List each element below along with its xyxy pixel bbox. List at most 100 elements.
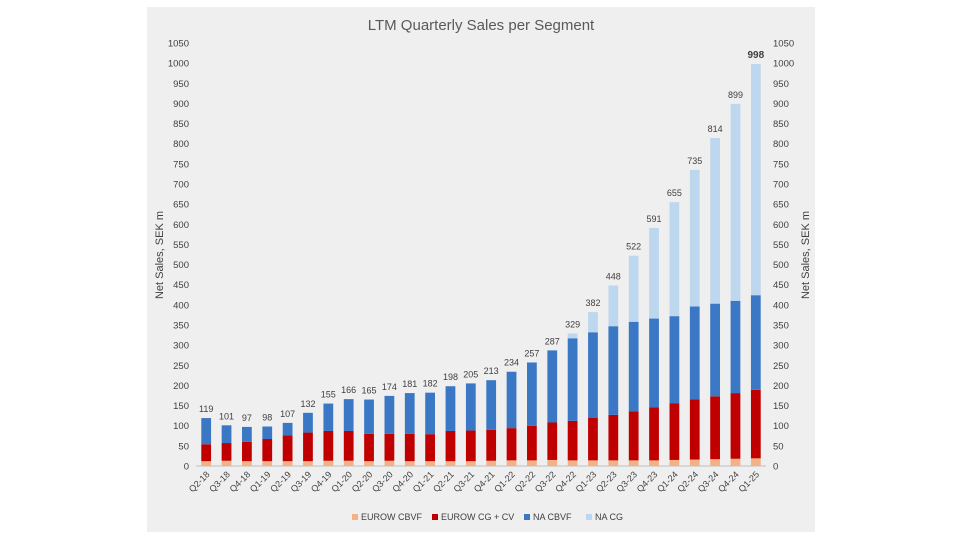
bar-segment-eurow-cbvf <box>628 460 639 466</box>
y-tick-label-right: 250 <box>773 361 789 372</box>
legend-label: EUROW CG + CV <box>441 512 514 522</box>
bar-segment-na-cbvf <box>547 350 558 423</box>
total-label: 119 <box>199 404 213 414</box>
bar-segment-eurow-cg-cv <box>750 389 761 459</box>
bar-segment-eurow-cbvf <box>608 460 619 466</box>
y-tick-label-left: 550 <box>173 240 189 251</box>
total-label: 522 <box>626 242 641 252</box>
bar-segment-eurow-cg-cv <box>404 433 415 462</box>
bar-segment-na-cbvf <box>750 295 761 390</box>
x-tick-label: Q4-19 <box>309 469 334 494</box>
y-tick-label-left: 850 <box>173 119 189 130</box>
bar-segment-na-cg <box>710 138 720 304</box>
x-tick-label: Q3-21 <box>451 469 476 494</box>
y-tick-label-right: 1050 <box>773 39 794 50</box>
bar-segment-eurow-cg-cv <box>343 430 354 461</box>
y-tick-label-right: 600 <box>773 220 789 231</box>
bar-segment-na-cg <box>588 312 598 333</box>
y-tick-label-right: 500 <box>773 260 789 271</box>
bar-segment-eurow-cg-cv <box>201 444 212 462</box>
bar-segment-eurow-cbvf <box>404 461 415 466</box>
total-label: 181 <box>402 379 417 389</box>
y-tick-label-right: 650 <box>773 200 789 211</box>
bar-segment-na-cbvf <box>384 395 395 434</box>
x-tick-label: Q2-24 <box>675 469 700 494</box>
total-label: 101 <box>219 411 234 421</box>
bar-segment-eurow-cg-cv <box>506 428 517 461</box>
y-tick-label-right: 300 <box>773 341 789 352</box>
y-axis-right: 0 50 100 150 200 250 300 350 400 450 500 550 600 650 7… <box>773 39 794 473</box>
bar-segment-na-cbvf <box>303 412 313 433</box>
y-tick-label-left: 150 <box>173 401 189 412</box>
bar-segment-eurow-cg-cv <box>282 435 293 462</box>
total-label: 166 <box>341 385 356 395</box>
total-label: 198 <box>443 372 458 382</box>
bar-segment-eurow-cg-cv <box>730 393 741 459</box>
bar-segment-eurow-cg-cv <box>649 407 659 461</box>
bar-segment-na-cg <box>750 63 761 296</box>
bar-segment-eurow-cg-cv <box>669 403 680 460</box>
bar-segment-eurow-cg-cv <box>221 443 232 461</box>
total-label: 165 <box>362 386 377 396</box>
x-tick-label: Q1-21 <box>411 469 436 494</box>
y-tick-label-right: 950 <box>773 79 789 90</box>
x-tick-label: Q3-19 <box>289 469 314 494</box>
bar-segment-eurow-cg-cv <box>384 433 395 461</box>
y-tick-label-right: 1000 <box>773 59 794 70</box>
bar-segment-na-cbvf <box>282 422 293 436</box>
x-tick-label: Q1-24 <box>655 469 680 494</box>
y-tick-label-right: 350 <box>773 321 789 332</box>
x-tick-label: Q4-20 <box>390 469 415 494</box>
y-tick-label-left: 700 <box>173 180 189 191</box>
x-tick-label: Q2-23 <box>594 469 619 494</box>
bar-segment-eurow-cg-cv <box>689 399 700 460</box>
legend-swatch <box>352 514 358 520</box>
bar-segment-na-cbvf <box>262 426 273 440</box>
x-tick-label: Q4-24 <box>716 469 741 494</box>
bar-segment-na-cbvf <box>710 303 720 397</box>
bar-segment-eurow-cbvf <box>262 461 273 466</box>
y-tick-label-left: 400 <box>173 300 189 311</box>
bar-segment-na-cg <box>730 103 741 301</box>
bar-segment-eurow-cbvf <box>730 458 741 466</box>
y-tick-label-left: 600 <box>173 220 189 231</box>
bar-segment-eurow-cg-cv <box>445 430 456 462</box>
legend: EUROW CBVF EUROW CG + CV NA CBVF NA CG <box>352 512 623 522</box>
bar-segment-eurow-cg-cv <box>547 422 558 460</box>
x-tick-label: Q2-22 <box>513 469 538 494</box>
x-tick-label: Q1-23 <box>574 469 599 494</box>
y-tick-label-left: 350 <box>173 321 189 332</box>
total-label: 655 <box>667 188 682 198</box>
x-tick-label: Q3-18 <box>207 469 232 494</box>
bar-segment-na-cbvf <box>506 371 517 429</box>
y-tick-label-right: 550 <box>773 240 789 251</box>
y-axis-label-right: Net Sales, SEK m <box>800 211 812 299</box>
y-tick-label-right: 900 <box>773 99 789 110</box>
x-tick-label: Q1-20 <box>329 469 354 494</box>
bar-segment-eurow-cbvf <box>750 458 761 466</box>
legend-swatch <box>432 514 438 520</box>
legend-swatch <box>524 514 530 520</box>
total-label: 329 <box>565 319 580 329</box>
total-label: 205 <box>463 369 478 379</box>
y-tick-label-left: 100 <box>173 421 189 432</box>
bar-segment-na-cbvf <box>343 399 354 431</box>
bar-segment-eurow-cg-cv <box>364 433 374 462</box>
total-label: 107 <box>280 409 295 419</box>
total-label: 98 <box>262 413 272 423</box>
y-tick-label-right: 150 <box>773 401 789 412</box>
x-tick-label: Q2-20 <box>350 469 375 494</box>
legend-label: NA CG <box>595 512 623 522</box>
bar-segment-eurow-cbvf <box>547 459 558 466</box>
bar-segment-eurow-cg-cv <box>425 434 435 462</box>
y-tick-label-left: 950 <box>173 79 189 90</box>
x-tick-label: Q4-21 <box>472 469 497 494</box>
bar-segment-na-cbvf <box>221 425 232 444</box>
bar-segment-eurow-cbvf <box>242 461 252 466</box>
bar-segment-eurow-cbvf <box>567 460 578 466</box>
legend-label: NA CBVF <box>533 512 572 522</box>
bar-segment-eurow-cbvf <box>506 460 517 466</box>
x-tick-label: Q3-23 <box>614 469 639 494</box>
bar-series-group <box>201 63 761 466</box>
bar-segment-na-cg <box>628 255 639 322</box>
